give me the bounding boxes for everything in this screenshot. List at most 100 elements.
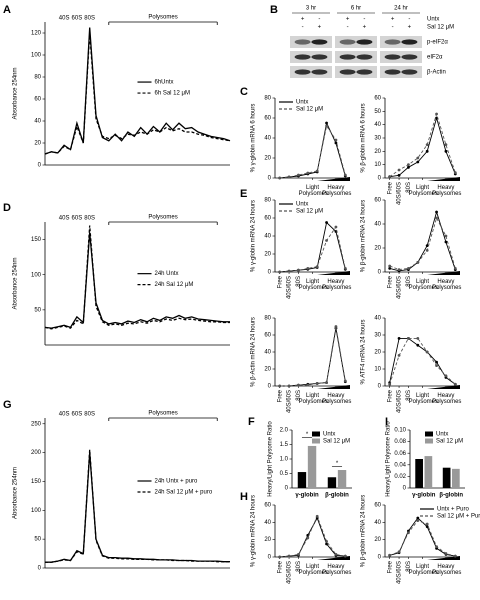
y-axis-label: Heavy/Light Polysome Ratio <box>386 421 392 497</box>
x-tick-label: 40S/60S <box>287 390 293 413</box>
data-point <box>325 542 328 546</box>
data-point <box>425 244 429 248</box>
data-point <box>343 173 347 177</box>
data-point <box>444 552 448 555</box>
bar <box>327 477 337 488</box>
y-tick-label: 60 <box>374 198 381 204</box>
blot-strip <box>335 51 377 63</box>
band <box>401 39 418 45</box>
y-tick-label: 40 <box>264 136 271 142</box>
data-point <box>407 267 410 270</box>
band <box>356 69 373 75</box>
legend-label: Sal 12 μM <box>323 439 350 445</box>
data-point <box>306 383 310 387</box>
legend-label: Sal 12 μM + Puro <box>437 514 480 520</box>
band <box>384 54 401 60</box>
y-tick-label: 0 <box>378 270 382 276</box>
treatment-sign: - <box>302 25 304 31</box>
peak-label: 60S <box>72 412 83 418</box>
y-tick-label: 100 <box>31 53 42 59</box>
data-point <box>325 381 328 384</box>
y-tick-label: 0.10 <box>394 428 406 434</box>
band <box>294 54 311 60</box>
x-tick-label: 40S/60S <box>397 182 403 205</box>
data-point <box>297 268 300 272</box>
data-point <box>444 374 448 378</box>
data-point <box>425 350 429 354</box>
heavy-wedge <box>317 556 350 560</box>
data-point <box>278 384 282 388</box>
y-axis-label: Absorbance 254nm <box>13 67 19 119</box>
peak-label: 80S <box>84 216 95 222</box>
treatment-sign: - <box>392 25 394 31</box>
y-tick-label: 50 <box>374 109 381 115</box>
legend-label: 24h Untx + puro <box>155 479 199 485</box>
data-point <box>453 554 457 558</box>
peak-label: 60S <box>72 216 83 222</box>
treatment-sign: + <box>318 25 322 31</box>
data-point <box>287 175 291 179</box>
panel-letter: A <box>3 4 11 16</box>
panel-letter: G <box>3 399 12 411</box>
y-tick-label: 0.04 <box>394 462 406 468</box>
legend-label: Untx <box>436 432 448 438</box>
data-point <box>334 225 338 229</box>
y-tick-label: 0 <box>268 555 272 561</box>
bar <box>337 470 347 488</box>
y-tick-label: 60 <box>374 96 381 102</box>
legend-label: 24h Sal 12 μM <box>155 282 194 288</box>
y-tick-label: 50 <box>34 307 41 313</box>
panel-letter: B <box>270 4 278 16</box>
x-tick-label: Light Polysomes <box>407 185 438 197</box>
bar <box>442 467 451 488</box>
y-axis-label: Absorbance 254nm <box>13 467 19 519</box>
panel-letter: I <box>385 416 388 428</box>
y-axis-label: % β-globin mRNA 24 hours <box>361 495 367 567</box>
data-point <box>407 337 410 340</box>
data-point <box>397 337 401 340</box>
peak-label: 40S <box>59 412 70 418</box>
data-point <box>334 553 338 556</box>
treatment-sign: - <box>347 25 349 31</box>
x-tick-label: 80S <box>296 561 302 572</box>
treatment-sign: + <box>391 17 395 23</box>
x-tick-label: 80S <box>296 276 302 287</box>
data-point <box>388 382 392 386</box>
y-tick-label: 0 <box>403 486 407 492</box>
y-tick-label: 60 <box>34 97 41 103</box>
treatment-sign: + <box>408 25 412 31</box>
y-tick-label: 20 <box>374 149 381 155</box>
band <box>339 39 356 45</box>
x-tick-label: 80S <box>406 182 412 193</box>
data-point <box>325 239 328 242</box>
band <box>384 39 401 45</box>
x-tick-label: 40S/60S <box>287 276 293 299</box>
panel-letter: E <box>240 188 247 200</box>
peak-label: 80S <box>84 412 95 418</box>
blot-strip <box>380 66 422 78</box>
y-tick-label: 40 <box>264 234 271 240</box>
y-tick-label: 0 <box>268 270 272 276</box>
data-point <box>388 553 392 557</box>
y-tick-label: 40 <box>374 222 381 228</box>
x-tick-label: Free <box>277 389 283 402</box>
x-tick-label: Free <box>277 275 283 288</box>
y-tick-label: 30 <box>374 136 381 142</box>
legend-label: Sal 12 μM <box>296 209 323 215</box>
y-axis-label: % β-globin mRNA 6 hours <box>361 103 367 172</box>
legend-label: 24h Untx <box>155 271 179 277</box>
y-tick-label: 0 <box>268 176 272 182</box>
bracket-label: Polysomes <box>148 411 177 417</box>
data-point <box>435 545 438 548</box>
x-tick-label: Light Polysomes <box>297 185 328 197</box>
data-point <box>416 516 420 520</box>
x-tick-label: Light Polysomes <box>407 279 438 291</box>
legend-label: Untx + Puro <box>437 507 470 513</box>
y-tick-label: 60 <box>264 116 271 122</box>
data-point <box>425 143 429 147</box>
band <box>401 69 418 75</box>
series-line <box>279 515 346 558</box>
time-label: 6 hr <box>351 6 361 12</box>
y-tick-label: 80 <box>264 96 271 102</box>
y-tick-label: 40 <box>264 520 271 526</box>
